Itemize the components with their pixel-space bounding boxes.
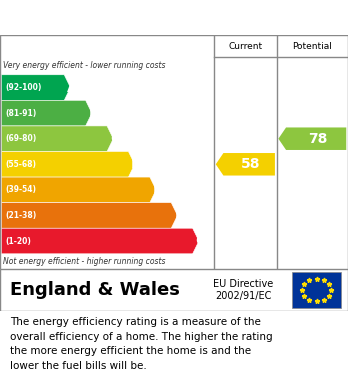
- Text: 78: 78: [308, 132, 327, 146]
- Text: Energy Efficiency Rating: Energy Efficiency Rating: [10, 9, 239, 27]
- Polygon shape: [1, 203, 177, 228]
- Text: (39-54): (39-54): [6, 185, 37, 194]
- Polygon shape: [1, 100, 92, 126]
- Polygon shape: [1, 151, 135, 177]
- Text: C: C: [110, 132, 120, 146]
- Text: (1-20): (1-20): [6, 237, 31, 246]
- Text: (21-38): (21-38): [6, 211, 37, 220]
- Text: Current: Current: [228, 41, 262, 50]
- Text: The energy efficiency rating is a measure of the
overall efficiency of a home. T: The energy efficiency rating is a measur…: [10, 317, 273, 371]
- Text: B: B: [88, 106, 99, 120]
- Text: Potential: Potential: [292, 41, 332, 50]
- Polygon shape: [1, 126, 113, 151]
- Text: F: F: [174, 208, 184, 222]
- Polygon shape: [1, 228, 199, 254]
- Text: E: E: [153, 183, 163, 197]
- Text: EU Directive
2002/91/EC: EU Directive 2002/91/EC: [213, 279, 274, 301]
- Polygon shape: [1, 75, 70, 100]
- Text: Very energy efficient - lower running costs: Very energy efficient - lower running co…: [3, 61, 166, 70]
- Polygon shape: [278, 127, 346, 150]
- Text: (92-100): (92-100): [6, 83, 42, 92]
- FancyBboxPatch shape: [292, 273, 341, 308]
- Text: (69-80): (69-80): [6, 134, 37, 143]
- Polygon shape: [216, 153, 275, 176]
- Text: 58: 58: [241, 157, 261, 171]
- Text: G: G: [195, 234, 206, 248]
- Text: (81-91): (81-91): [6, 109, 37, 118]
- Polygon shape: [1, 177, 156, 203]
- Text: England & Wales: England & Wales: [10, 281, 180, 299]
- Text: Not energy efficient - higher running costs: Not energy efficient - higher running co…: [3, 257, 166, 266]
- Text: D: D: [130, 157, 142, 171]
- Text: (55-68): (55-68): [6, 160, 37, 169]
- Text: A: A: [67, 81, 78, 95]
